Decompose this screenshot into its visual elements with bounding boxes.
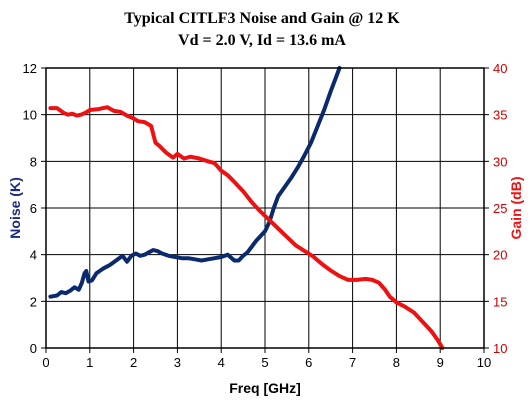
x-tick-label: 0 bbox=[42, 355, 49, 370]
x-tick-label: 7 bbox=[349, 355, 356, 370]
x-tick-label: 4 bbox=[218, 355, 225, 370]
chart-subtitle: Vd = 2.0 V, Id = 13.6 mA bbox=[178, 32, 346, 49]
x-tick-label: 9 bbox=[437, 355, 444, 370]
grid-lines bbox=[46, 68, 484, 348]
y-axis-right-label: Gain (dB) bbox=[508, 177, 524, 240]
y-right-tick-label: 30 bbox=[493, 154, 507, 169]
y-left-tick-label: 6 bbox=[30, 201, 37, 216]
y-left-tick-label: 8 bbox=[30, 154, 37, 169]
y-axis-left-label: Noise (K) bbox=[7, 177, 23, 238]
x-tick-label: 6 bbox=[305, 355, 312, 370]
x-tick-label: 10 bbox=[477, 355, 491, 370]
y-right-tick-label: 20 bbox=[493, 248, 507, 263]
y-left-tick-label: 10 bbox=[23, 108, 37, 123]
y-left-tick-label: 0 bbox=[30, 341, 37, 356]
y-left-tick-label: 4 bbox=[30, 248, 37, 263]
y-right-tick-label: 35 bbox=[493, 108, 507, 123]
series-layer bbox=[48, 66, 445, 350]
x-axis-label: Freq [GHz] bbox=[229, 380, 301, 396]
y-right-tick-label: 25 bbox=[493, 201, 507, 216]
y-right-tick-label: 15 bbox=[493, 294, 507, 309]
chart-title: Typical CITLF3 Noise and Gain @ 12 K bbox=[124, 10, 400, 27]
tick-marks bbox=[41, 67, 489, 353]
gain-series-line bbox=[48, 105, 445, 350]
noise-series-line bbox=[48, 66, 342, 299]
x-tick-label: 5 bbox=[261, 355, 268, 370]
x-tick-label: 8 bbox=[393, 355, 400, 370]
y-right-tick-label: 10 bbox=[493, 341, 507, 356]
x-tick-label: 2 bbox=[130, 355, 137, 370]
y-left-tick-label: 2 bbox=[30, 294, 37, 309]
y-right-tick-label: 40 bbox=[493, 61, 507, 76]
x-tick-label: 3 bbox=[174, 355, 181, 370]
y-left-tick-label: 12 bbox=[23, 61, 37, 76]
x-tick-label: 1 bbox=[86, 355, 93, 370]
